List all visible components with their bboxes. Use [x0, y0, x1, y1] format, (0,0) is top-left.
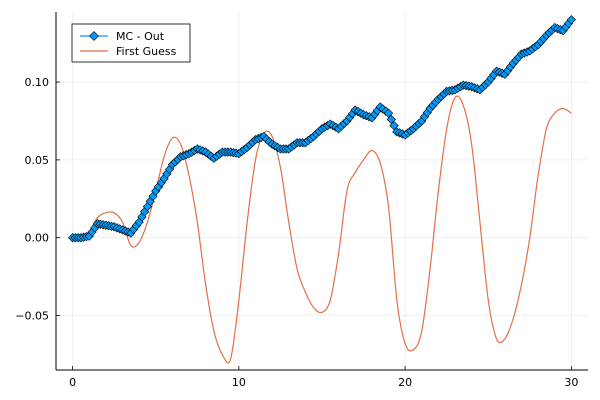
axes [55, 12, 588, 371]
legend-marker-diamond-icon [89, 31, 99, 41]
y-tick-label-0: −0.05 [15, 310, 49, 323]
x-tick-label-0: 0 [69, 376, 76, 389]
y-tick-label-3: 0.10 [25, 76, 50, 89]
grid-lines [56, 12, 588, 370]
legend-label-first-guess: First Guess [116, 45, 177, 58]
series-line-first-guess [72, 95, 572, 364]
marker-mc-out-38-2 [389, 121, 399, 131]
data-point-mc-out-38 [383, 108, 394, 118]
y-tick-label-2: 0.05 [25, 154, 50, 167]
x-tick-label-1: 10 [232, 376, 246, 389]
tick-labels: 0 10 20 30 −0.05 0.00 0.05 0.10 [15, 76, 578, 389]
marker-mc-out-38-1 [386, 114, 396, 125]
y-tick-label-1: 0.00 [25, 232, 50, 245]
legend-label-mc-out: MC - Out [116, 30, 165, 43]
series-mc-out [68, 15, 576, 243]
legend[interactable]: MC - Out First Guess [71, 23, 191, 63]
x-tick-label-2: 20 [398, 376, 412, 389]
series-first-guess [72, 95, 572, 364]
data-point-mc-out-60 [566, 15, 576, 25]
x-tick-label-3: 30 [564, 376, 578, 389]
series [68, 15, 576, 364]
